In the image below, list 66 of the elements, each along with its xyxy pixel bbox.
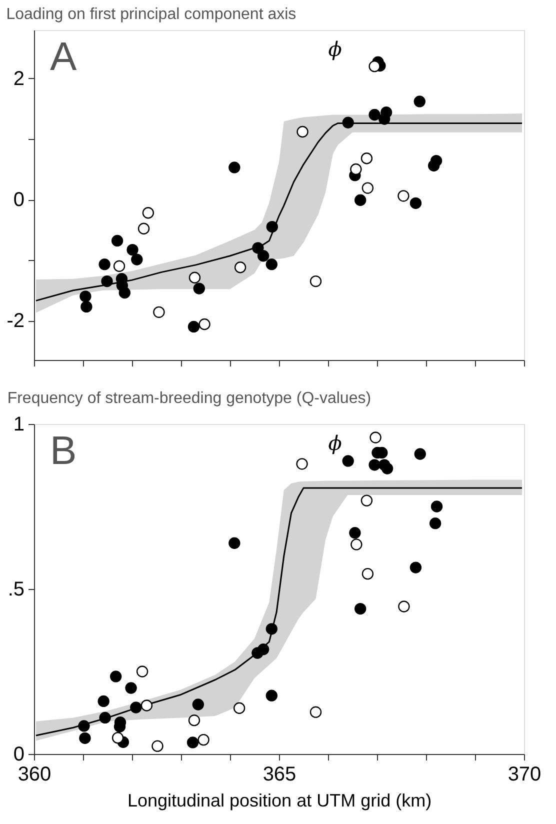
point (430, 500, 443, 512)
point (368, 108, 380, 121)
y-tick-label: 0 (13, 744, 24, 766)
point (140, 700, 153, 712)
point (98, 258, 110, 270)
point (78, 720, 90, 732)
y-tick-label: -2 (6, 310, 24, 332)
point (98, 695, 110, 708)
point (266, 623, 278, 635)
point (354, 194, 366, 206)
y-tick-label: 0 (13, 189, 24, 212)
point (354, 602, 366, 615)
point (380, 106, 392, 118)
point (296, 126, 308, 138)
point (80, 300, 92, 313)
point (414, 448, 426, 460)
point (410, 197, 422, 210)
point (192, 698, 204, 710)
point (410, 562, 422, 574)
point (368, 60, 380, 72)
point (342, 455, 354, 467)
point (110, 670, 122, 682)
point (266, 690, 278, 702)
point (414, 96, 426, 108)
point (188, 272, 201, 284)
point (430, 154, 442, 167)
point (79, 732, 91, 744)
annotation: ϕ (328, 431, 342, 455)
point (429, 517, 442, 530)
point (193, 282, 205, 294)
point (101, 275, 113, 288)
y-tick-label: .5 (8, 578, 24, 600)
y-tick-label: 1 (13, 414, 24, 436)
point (131, 254, 143, 266)
point (368, 459, 380, 471)
point (188, 320, 200, 333)
point (99, 712, 111, 724)
point (252, 242, 264, 254)
y-tick-label: 2 (13, 68, 24, 90)
point (111, 234, 124, 247)
x-tick-label: 370 (508, 764, 542, 786)
point (125, 682, 137, 694)
point (257, 250, 270, 262)
chart-title: Loading on first principal component axis (6, 6, 296, 23)
point (186, 736, 199, 748)
point (342, 116, 354, 128)
point (349, 527, 361, 539)
point (118, 286, 130, 299)
point (126, 244, 138, 256)
annotation: ϕ (328, 37, 342, 61)
point (130, 702, 142, 714)
point (80, 290, 92, 302)
point (266, 220, 278, 233)
annotation: B (50, 429, 77, 473)
point (234, 262, 246, 274)
x-tick-label: 365 (262, 764, 296, 786)
point (381, 462, 394, 474)
x-tick-label: 360 (18, 764, 52, 786)
point (257, 644, 270, 656)
point (228, 162, 240, 174)
point (350, 163, 362, 176)
x-axis-title: Longitudinal position at UTM grid (km) (127, 790, 432, 810)
point (266, 258, 278, 270)
chart-title: Frequency of stream-breeding genotype (Q-values) (7, 390, 372, 407)
annotation: A (50, 35, 77, 79)
point (228, 537, 240, 549)
